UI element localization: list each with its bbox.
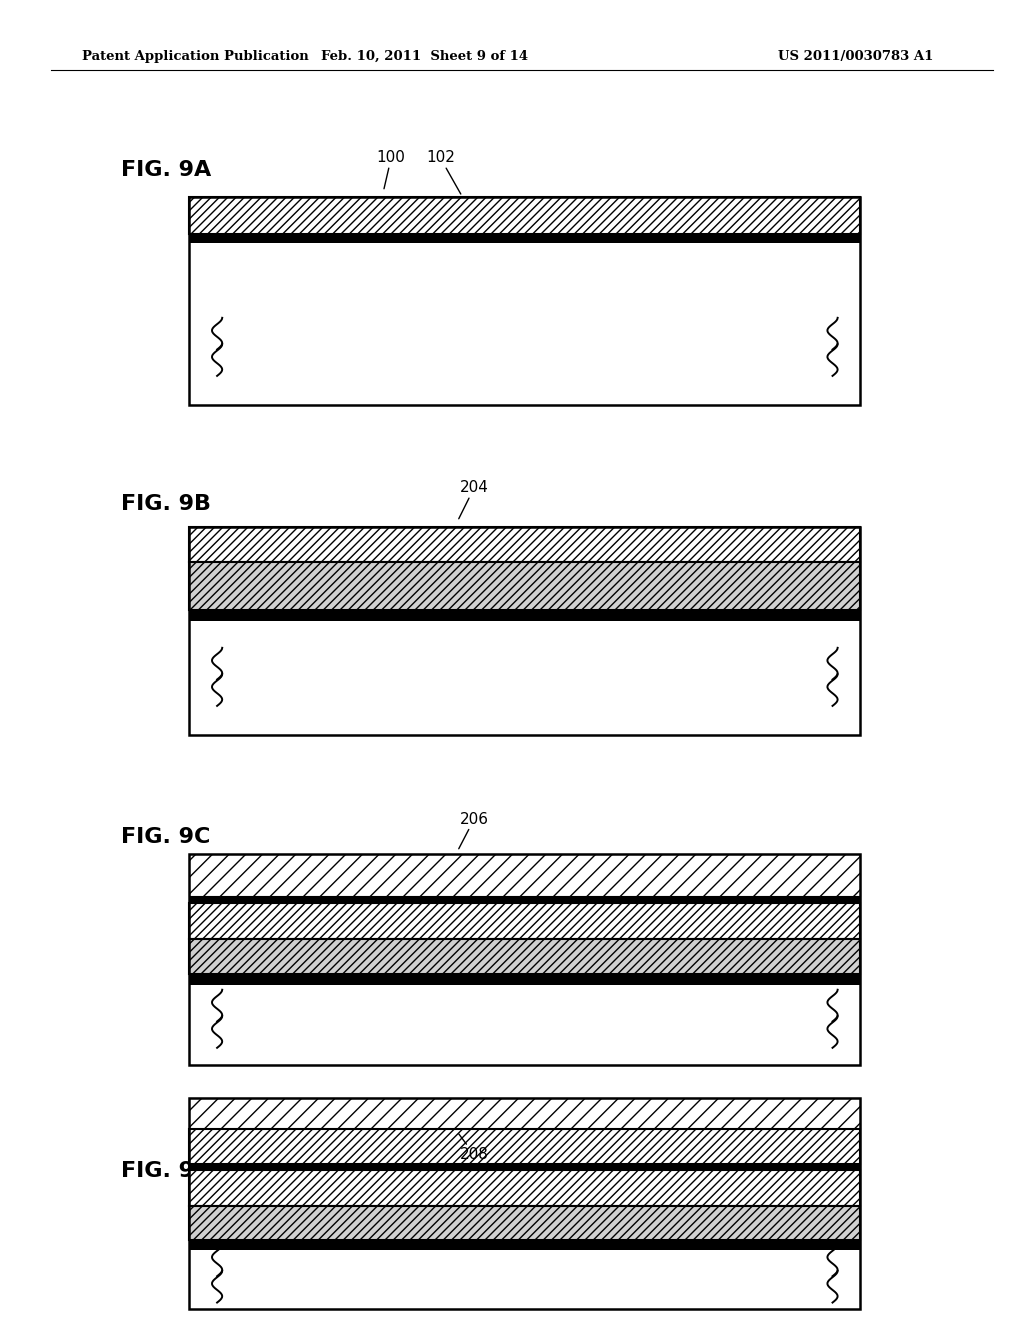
Bar bbox=[189, 234, 860, 243]
Bar bbox=[189, 197, 860, 405]
Bar bbox=[189, 1164, 860, 1170]
Bar bbox=[189, 1239, 860, 1250]
Bar bbox=[189, 854, 860, 1065]
Bar bbox=[189, 610, 860, 620]
Bar bbox=[189, 527, 860, 735]
Text: Patent Application Publication: Patent Application Publication bbox=[82, 50, 308, 63]
Bar bbox=[189, 1098, 860, 1309]
Bar bbox=[189, 854, 860, 896]
Text: 206: 206 bbox=[459, 812, 488, 849]
Text: 204: 204 bbox=[459, 480, 488, 519]
Bar bbox=[189, 939, 860, 974]
Bar bbox=[189, 1170, 860, 1206]
Bar bbox=[189, 527, 860, 735]
Bar bbox=[189, 1098, 860, 1309]
Bar bbox=[189, 1206, 860, 1239]
Text: Feb. 10, 2011  Sheet 9 of 14: Feb. 10, 2011 Sheet 9 of 14 bbox=[322, 50, 528, 63]
Text: 208: 208 bbox=[459, 1134, 488, 1162]
Bar bbox=[189, 1098, 860, 1129]
Bar bbox=[189, 197, 860, 405]
Text: FIG. 9C: FIG. 9C bbox=[121, 826, 210, 847]
Bar bbox=[189, 197, 860, 234]
Text: FIG. 9B: FIG. 9B bbox=[121, 494, 211, 515]
Bar bbox=[189, 974, 860, 985]
Bar bbox=[189, 527, 860, 562]
Text: FIG. 9A: FIG. 9A bbox=[121, 160, 211, 181]
Bar bbox=[189, 562, 860, 610]
Bar bbox=[189, 1129, 860, 1164]
Text: 102: 102 bbox=[426, 150, 461, 194]
Bar bbox=[189, 903, 860, 939]
Bar bbox=[189, 896, 860, 903]
Text: FIG. 9D: FIG. 9D bbox=[121, 1160, 212, 1181]
Text: 100: 100 bbox=[377, 150, 406, 189]
Text: US 2011/0030783 A1: US 2011/0030783 A1 bbox=[778, 50, 934, 63]
Bar bbox=[189, 854, 860, 1065]
